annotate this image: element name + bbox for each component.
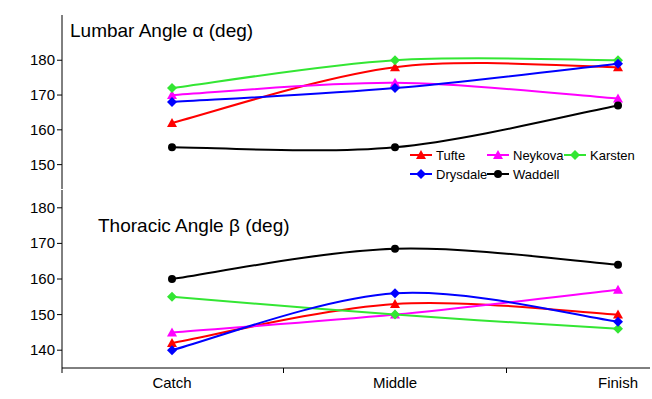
y-tick-label: 150	[30, 156, 55, 173]
y-tick	[57, 95, 62, 96]
y-tick-label: 170	[30, 234, 55, 251]
chart: 150 160 170 180 Lumbar Angle α (deg) Tufte Ney…	[0, 0, 652, 399]
legend-label: Karsten	[590, 148, 635, 163]
legend-label: Neykova	[513, 148, 564, 163]
data-area	[167, 55, 623, 151]
series-line	[172, 248, 618, 279]
legend-label: Drysdale	[436, 167, 487, 182]
series-line	[172, 105, 618, 150]
point-marker	[390, 288, 400, 298]
data-area	[167, 245, 623, 355]
point-marker	[390, 83, 400, 93]
point-marker	[391, 245, 399, 253]
panel: 140 150 160 170 180 Thoracic Angle β (deg) Cat…	[30, 190, 650, 391]
point-marker	[613, 59, 623, 69]
x-tick-label: Catch	[152, 374, 191, 391]
point-marker	[168, 275, 176, 283]
y-axis	[62, 15, 63, 189]
legend-marker	[494, 170, 502, 178]
x-tick-label: Middle	[373, 374, 417, 391]
point-marker	[391, 143, 399, 151]
legend-marker	[416, 150, 426, 159]
legend-label: Tufte	[436, 148, 465, 163]
y-tick	[57, 207, 62, 208]
x-tick	[283, 368, 284, 373]
y-tick-label: 170	[30, 86, 55, 103]
series-line	[172, 293, 618, 350]
legend-marker	[570, 150, 580, 160]
point-marker	[168, 143, 176, 151]
point-marker	[614, 261, 622, 269]
y-tick	[57, 314, 62, 315]
background	[0, 0, 652, 399]
point-marker	[614, 101, 622, 109]
series-line	[172, 83, 618, 99]
panel-title: Thoracic Angle β (deg)	[98, 215, 290, 236]
point-marker	[613, 285, 623, 294]
y-tick	[57, 164, 62, 165]
point-marker	[390, 310, 400, 319]
x-tick	[506, 368, 507, 373]
point-marker	[167, 97, 177, 107]
y-tick-label: 150	[30, 306, 55, 323]
y-tick-label: 160	[30, 121, 55, 138]
y-tick-label: 180	[30, 199, 55, 216]
legend-marker	[493, 150, 503, 159]
y-tick	[57, 60, 62, 61]
point-marker	[390, 310, 400, 320]
point-marker	[613, 317, 623, 327]
point-marker	[167, 83, 177, 93]
point-marker	[390, 299, 400, 308]
series-line	[172, 63, 618, 123]
panel-title: Lumbar Angle α (deg)	[70, 20, 253, 41]
point-marker	[390, 55, 400, 65]
point-marker	[167, 292, 177, 302]
y-tick-label: 160	[30, 270, 55, 287]
series-line	[172, 297, 618, 329]
panel: 150 160 170 180 Lumbar Angle α (deg)	[30, 15, 253, 189]
y-tick	[57, 350, 62, 351]
x-axis	[62, 368, 650, 369]
point-marker	[167, 327, 177, 336]
point-marker	[167, 345, 177, 355]
y-tick	[57, 279, 62, 280]
y-tick-label: 180	[30, 51, 55, 68]
x-tick	[62, 368, 63, 373]
legend: Tufte Neykova Karsten Drysdale Waddell	[410, 148, 635, 182]
x-tick-label: Finish	[598, 374, 638, 391]
legend-marker	[416, 169, 426, 179]
legend-label: Waddell	[513, 167, 560, 182]
y-tick-label: 140	[30, 341, 55, 358]
y-tick	[57, 243, 62, 244]
series-line	[172, 64, 618, 102]
y-tick	[57, 129, 62, 130]
point-marker	[167, 118, 177, 127]
point-marker	[613, 94, 623, 103]
